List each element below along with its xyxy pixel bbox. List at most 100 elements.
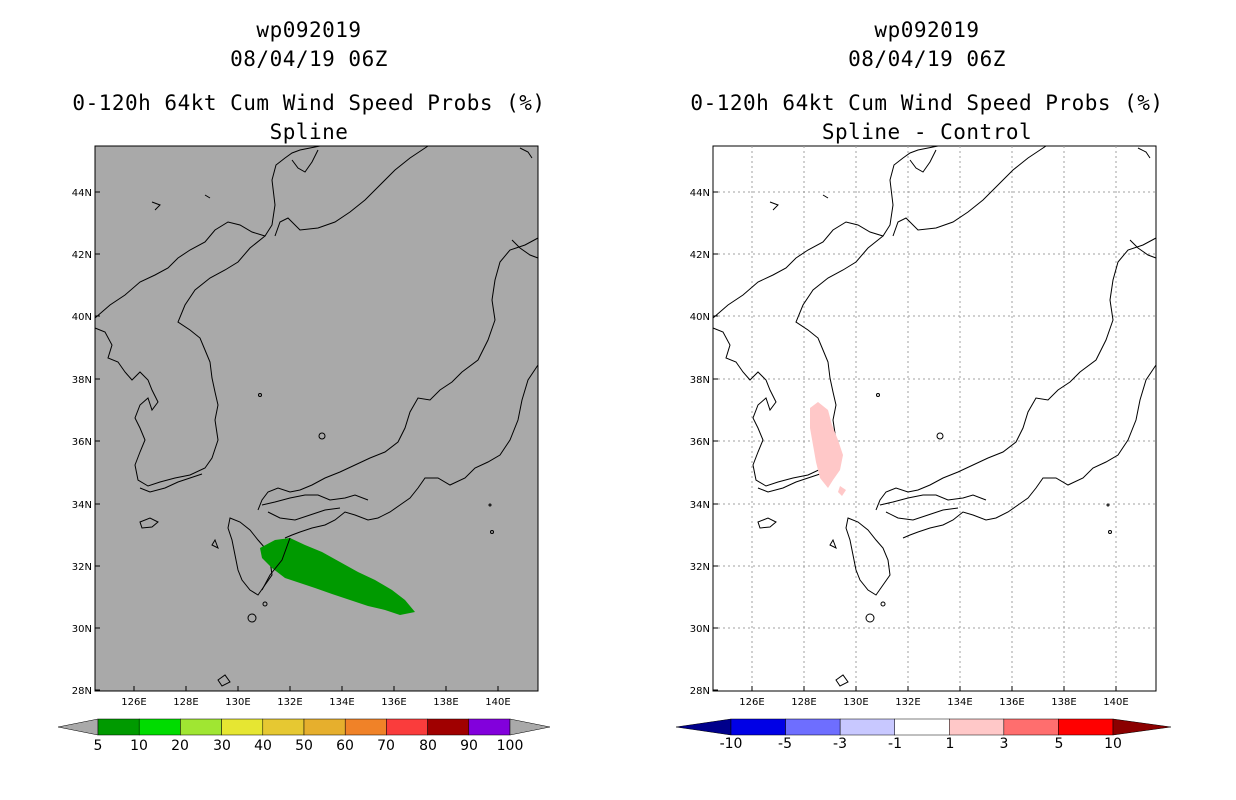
lat-label: 40N [690, 312, 710, 323]
product-title: 0-120h 64kt Cum Wind Speed Probs (%) [72, 91, 546, 115]
lon-label: 132E [277, 697, 302, 708]
lat-label: 38N [72, 375, 92, 386]
longitude-labels: 126E 128E 130E 132E 134E 136E 138E 140E [739, 697, 1128, 708]
longitude-ticks [751, 686, 1117, 691]
colorbar-box [386, 718, 428, 736]
lon-label: 136E [999, 697, 1024, 708]
latitude-ticks [95, 191, 100, 691]
map-spline: 44N 42N 40N 38N 36N 34N 32N 30N 28N 126E… [57, 145, 551, 754]
colorbar-label: 10 [1104, 736, 1122, 752]
lon-label: 134E [947, 697, 972, 708]
product-title: 0-120h 64kt Cum Wind Speed Probs (%) [690, 91, 1164, 115]
difference-swath [810, 402, 843, 488]
colorbar-label: 100 [497, 738, 524, 754]
panel-subtitle: Spline [269, 120, 349, 144]
lon-label: 130E [225, 697, 250, 708]
colorbar-box [138, 718, 181, 736]
colorbar-box [839, 718, 895, 736]
colorbar-box [730, 718, 786, 736]
lon-label: 132E [895, 697, 920, 708]
longitude-ticks [133, 686, 499, 691]
colorbar-label: 30 [213, 738, 231, 754]
lon-label: 126E [739, 697, 764, 708]
map-background [712, 145, 1157, 692]
colorbar-box [785, 718, 841, 736]
colorbar-under-arrow [675, 718, 732, 736]
lat-label: 30N [690, 624, 710, 635]
colorbar-label: 90 [460, 738, 478, 754]
storm-id-title: wp092019 [256, 18, 362, 42]
latitude-labels: 44N 42N 40N 38N 36N 34N 32N 30N 28N [72, 188, 92, 697]
lon-label: 128E [173, 697, 198, 708]
datetime-title: 08/04/19 06Z [230, 47, 388, 71]
lat-label: 34N [72, 500, 92, 511]
colorbar-under-arrow [57, 718, 99, 736]
colorbar-box [427, 718, 470, 736]
storm-id-title: wp092019 [874, 18, 980, 42]
colorbar-box [97, 718, 140, 736]
lat-label: 40N [72, 312, 92, 323]
lat-label: 30N [72, 624, 92, 635]
lat-label: 36N [690, 437, 710, 448]
colorbar-label: 50 [295, 738, 313, 754]
lat-label: 42N [72, 250, 92, 261]
difference-swath-fragment [838, 486, 846, 496]
colorbar-boxes [97, 718, 511, 736]
colorbar-difference: -10 -5 -3 -1 1 3 5 10 [675, 718, 1172, 752]
lat-label: 42N [690, 250, 710, 261]
colorbar-label: 70 [377, 738, 395, 754]
colorbar-label: 60 [336, 738, 354, 754]
lat-label: 34N [690, 500, 710, 511]
colorbar-box [949, 718, 1005, 736]
longitude-labels: 126E 128E 130E 132E 134E 136E 138E 140E [121, 697, 510, 708]
coastlines [712, 145, 1157, 687]
colorbar-label: -5 [778, 736, 792, 752]
colorbar-spline: 5 10 20 30 40 50 60 70 80 90 100 [57, 718, 551, 754]
colorbar-box [1058, 718, 1114, 736]
lat-label: 44N [690, 188, 710, 199]
latitude-ticks [713, 191, 718, 691]
colorbar-box [221, 718, 264, 736]
colorbar-label: 1 [946, 736, 955, 752]
lon-label: 134E [329, 697, 354, 708]
gridlines [713, 146, 1156, 691]
colorbar-label: 5 [94, 738, 103, 754]
lon-label: 140E [1103, 697, 1128, 708]
lon-label: 130E [843, 697, 868, 708]
lon-label: 126E [121, 697, 146, 708]
lon-label: 138E [1051, 697, 1076, 708]
colorbar-box [303, 718, 346, 736]
lat-label: 28N [690, 686, 710, 697]
colorbar-box [1003, 718, 1059, 736]
colorbar-label: 3 [1000, 736, 1009, 752]
lat-label: 38N [690, 375, 710, 386]
lon-label: 128E [791, 697, 816, 708]
panel-spline: wp092019 08/04/19 06Z 0-120h 64kt Cum Wi… [57, 18, 551, 754]
colorbar-label: 80 [419, 738, 437, 754]
lon-label: 140E [485, 697, 510, 708]
colorbar-label: 10 [130, 738, 148, 754]
datetime-title: 08/04/19 06Z [848, 47, 1006, 71]
colorbar-box [344, 718, 387, 736]
colorbar-label: -10 [720, 736, 743, 752]
colorbar-box [262, 718, 305, 736]
map-difference: 44N 42N 40N 38N 36N 34N 32N 30N 28N 126E… [675, 145, 1172, 752]
colorbar-label: 5 [1055, 736, 1064, 752]
colorbar-labels: -10 -5 -3 -1 1 3 5 10 [720, 736, 1122, 752]
colorbar-box [180, 718, 222, 736]
panel-spline-minus-control: wp092019 08/04/19 06Z 0-120h 64kt Cum Wi… [618, 0, 1236, 800]
coastlines [94, 145, 539, 687]
colorbar-box [894, 718, 950, 736]
map-background [94, 145, 539, 692]
lat-label: 32N [72, 562, 92, 573]
colorbar-label: -3 [833, 736, 847, 752]
colorbar-labels: 5 10 20 30 40 50 60 70 80 90 100 [94, 738, 524, 754]
lon-label: 136E [381, 697, 406, 708]
latitude-labels: 44N 42N 40N 38N 36N 34N 32N 30N 28N [690, 188, 710, 697]
lon-label: 138E [433, 697, 458, 708]
lat-label: 28N [72, 686, 92, 697]
lat-label: 44N [72, 188, 92, 199]
colorbar-label: 20 [171, 738, 189, 754]
colorbar-box [468, 718, 511, 736]
panel-subtitle: Spline - Control [821, 120, 1033, 144]
